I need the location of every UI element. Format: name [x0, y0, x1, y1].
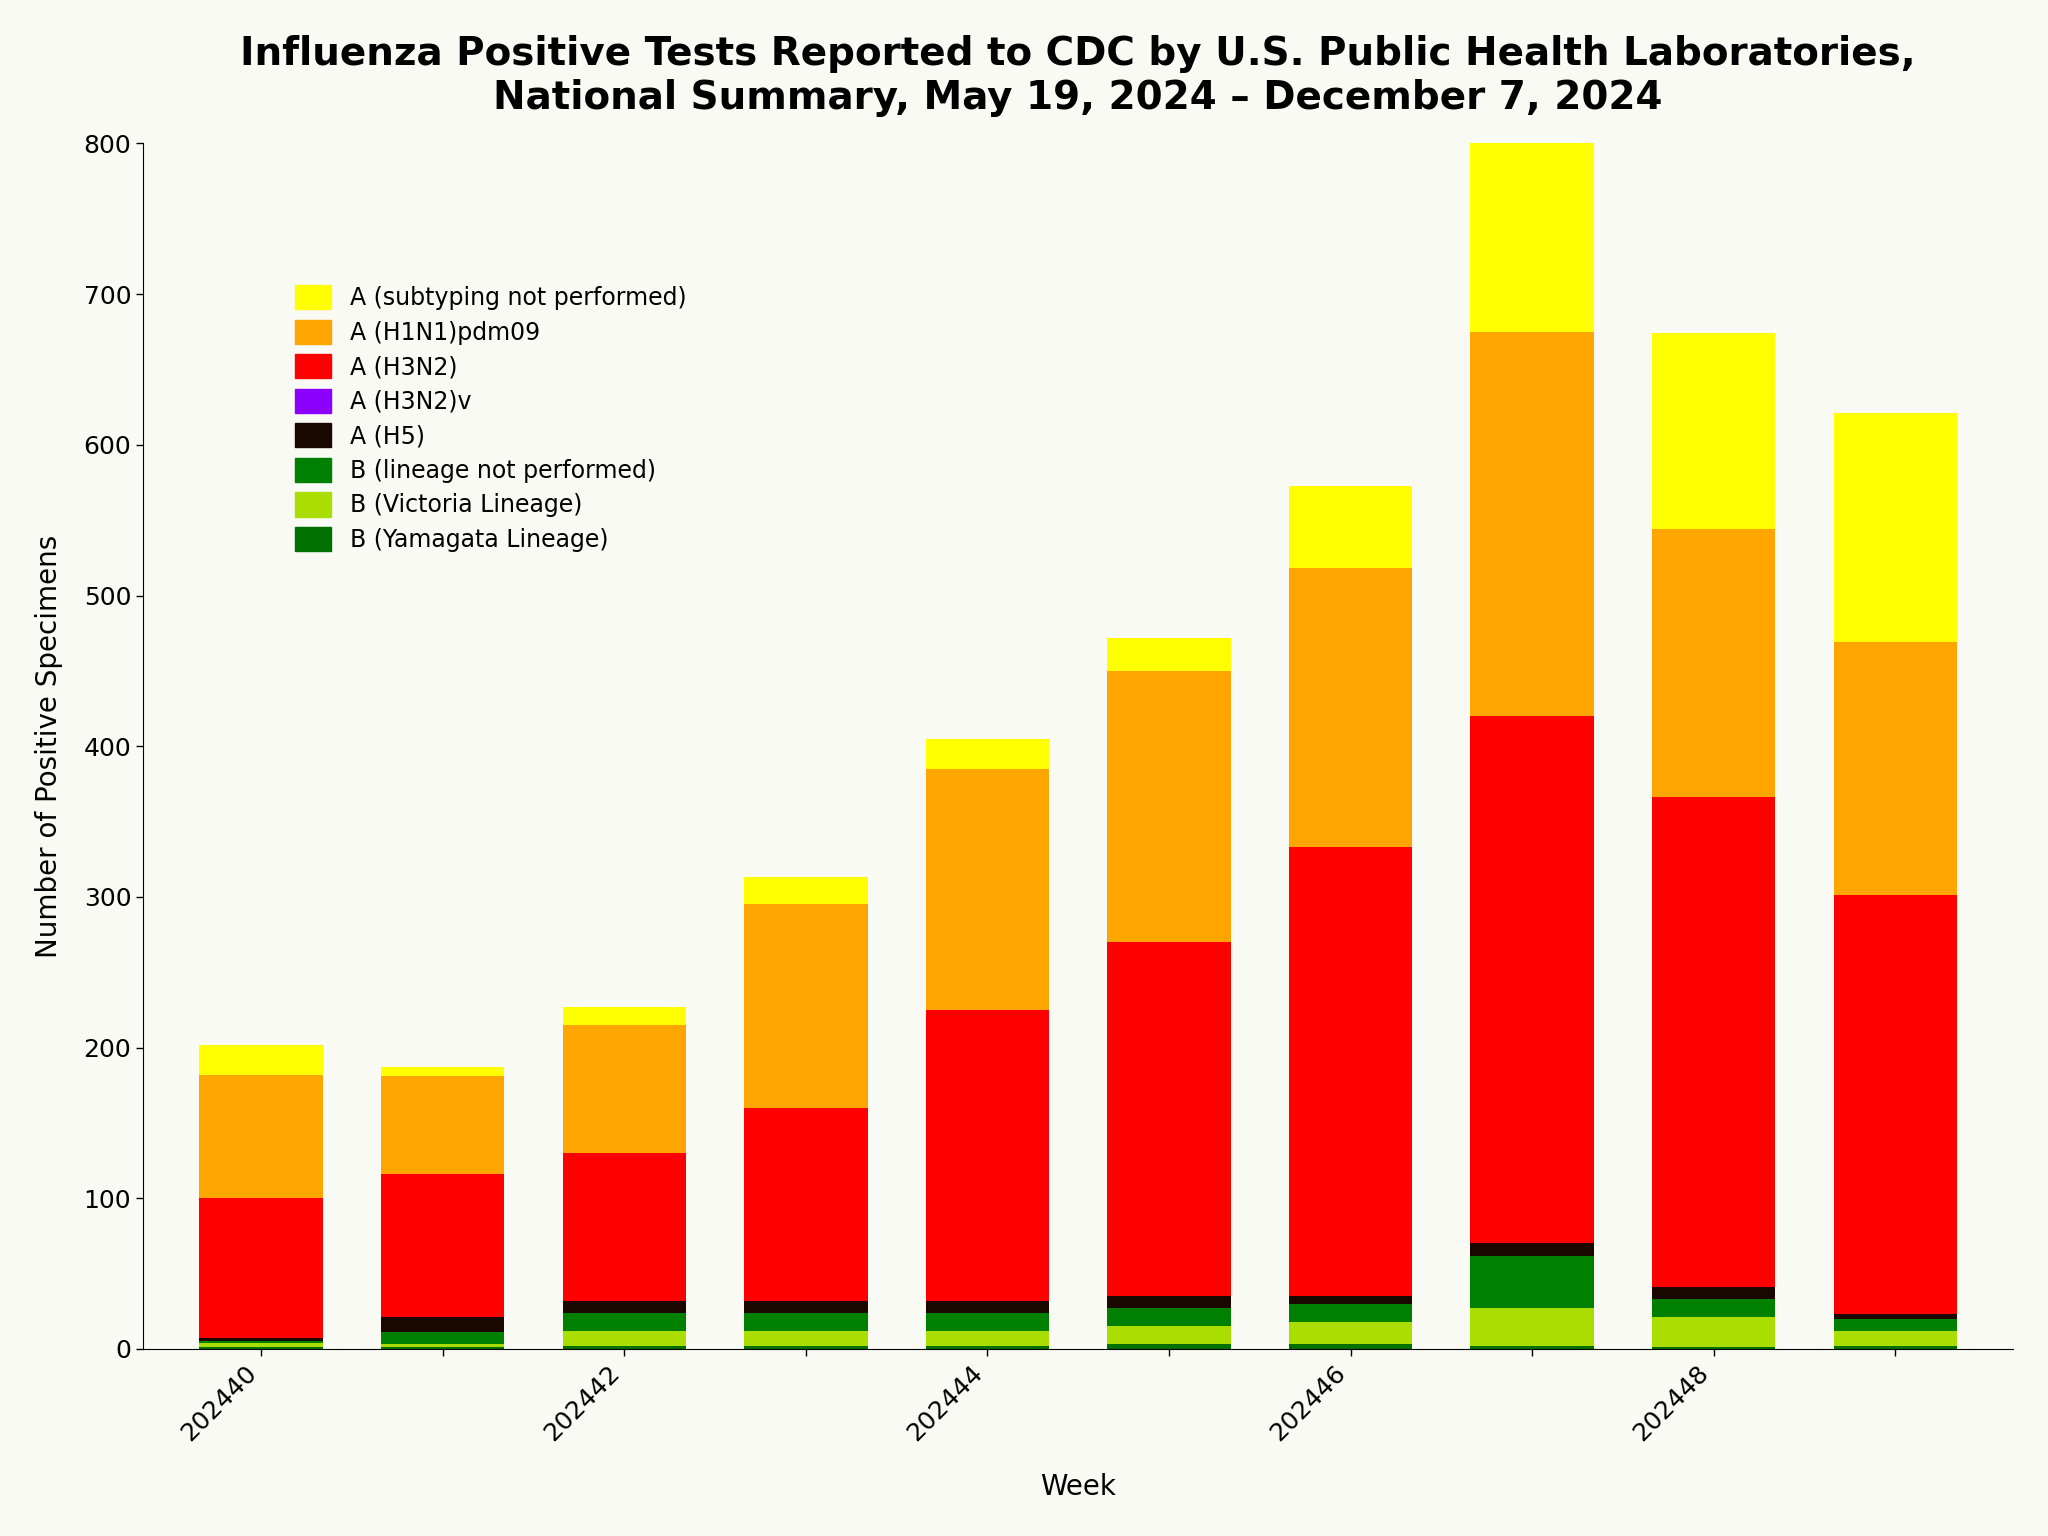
Bar [1108, 1296, 1231, 1309]
Bar [1653, 530, 1776, 797]
Bar [1833, 413, 1958, 642]
Bar [1288, 568, 1413, 848]
Bar [1108, 1309, 1231, 1326]
Bar [1288, 485, 1413, 568]
Y-axis label: Number of Positive Specimens: Number of Positive Specimens [35, 535, 63, 958]
Bar [1833, 1330, 1958, 1346]
Bar [1653, 1287, 1776, 1299]
Bar [926, 1301, 1049, 1313]
Bar [1470, 332, 1593, 716]
Bar [1288, 1322, 1413, 1344]
Bar [563, 1330, 686, 1346]
Bar [1470, 1309, 1593, 1346]
Bar [199, 1075, 324, 1198]
Bar [1833, 642, 1958, 895]
Bar [563, 1008, 686, 1025]
Bar [199, 1338, 324, 1341]
Title: Influenza Positive Tests Reported to CDC by U.S. Public Health Laboratories,
Nat: Influenza Positive Tests Reported to CDC… [240, 35, 1917, 117]
Bar [1653, 333, 1776, 530]
Bar [1288, 1304, 1413, 1322]
Bar [381, 1068, 504, 1077]
Legend: A (subtyping not performed), A (H1N1)pdm09, A (H3N2), A (H3N2)v, A (H5), B (line: A (subtyping not performed), A (H1N1)pdm… [287, 276, 696, 561]
Bar [199, 1342, 324, 1347]
Bar [926, 770, 1049, 1009]
Bar [1288, 1344, 1413, 1349]
Bar [563, 1025, 686, 1154]
Bar [1653, 1318, 1776, 1347]
Bar [563, 1313, 686, 1330]
Bar [1108, 671, 1231, 942]
Bar [1833, 1319, 1958, 1330]
Bar [1470, 121, 1593, 332]
Bar [1833, 895, 1958, 1315]
Bar [199, 1198, 324, 1338]
Bar [743, 905, 868, 1107]
Bar [199, 1044, 324, 1075]
Bar [381, 1332, 504, 1344]
Bar [1108, 1344, 1231, 1349]
Bar [1470, 1255, 1593, 1309]
Bar [381, 1077, 504, 1174]
Bar [926, 1009, 1049, 1301]
Bar [743, 1313, 868, 1330]
Bar [1470, 1244, 1593, 1255]
Bar [563, 1301, 686, 1313]
Bar [1833, 1315, 1958, 1319]
Bar [563, 1346, 686, 1349]
X-axis label: Week: Week [1040, 1473, 1116, 1501]
Bar [1833, 1346, 1958, 1349]
Bar [1288, 848, 1413, 1296]
Bar [1653, 1299, 1776, 1318]
Bar [1288, 1296, 1413, 1304]
Bar [926, 739, 1049, 770]
Bar [743, 1107, 868, 1301]
Bar [743, 1330, 868, 1346]
Bar [1470, 1346, 1593, 1349]
Bar [743, 1301, 868, 1313]
Bar [743, 1346, 868, 1349]
Bar [381, 1174, 504, 1318]
Bar [1470, 716, 1593, 1244]
Bar [381, 1318, 504, 1332]
Bar [926, 1313, 1049, 1330]
Bar [381, 1344, 504, 1347]
Bar [1108, 942, 1231, 1296]
Bar [1108, 1326, 1231, 1344]
Bar [1108, 637, 1231, 671]
Bar [743, 877, 868, 905]
Bar [926, 1346, 1049, 1349]
Bar [1653, 797, 1776, 1287]
Bar [926, 1330, 1049, 1346]
Bar [563, 1154, 686, 1301]
